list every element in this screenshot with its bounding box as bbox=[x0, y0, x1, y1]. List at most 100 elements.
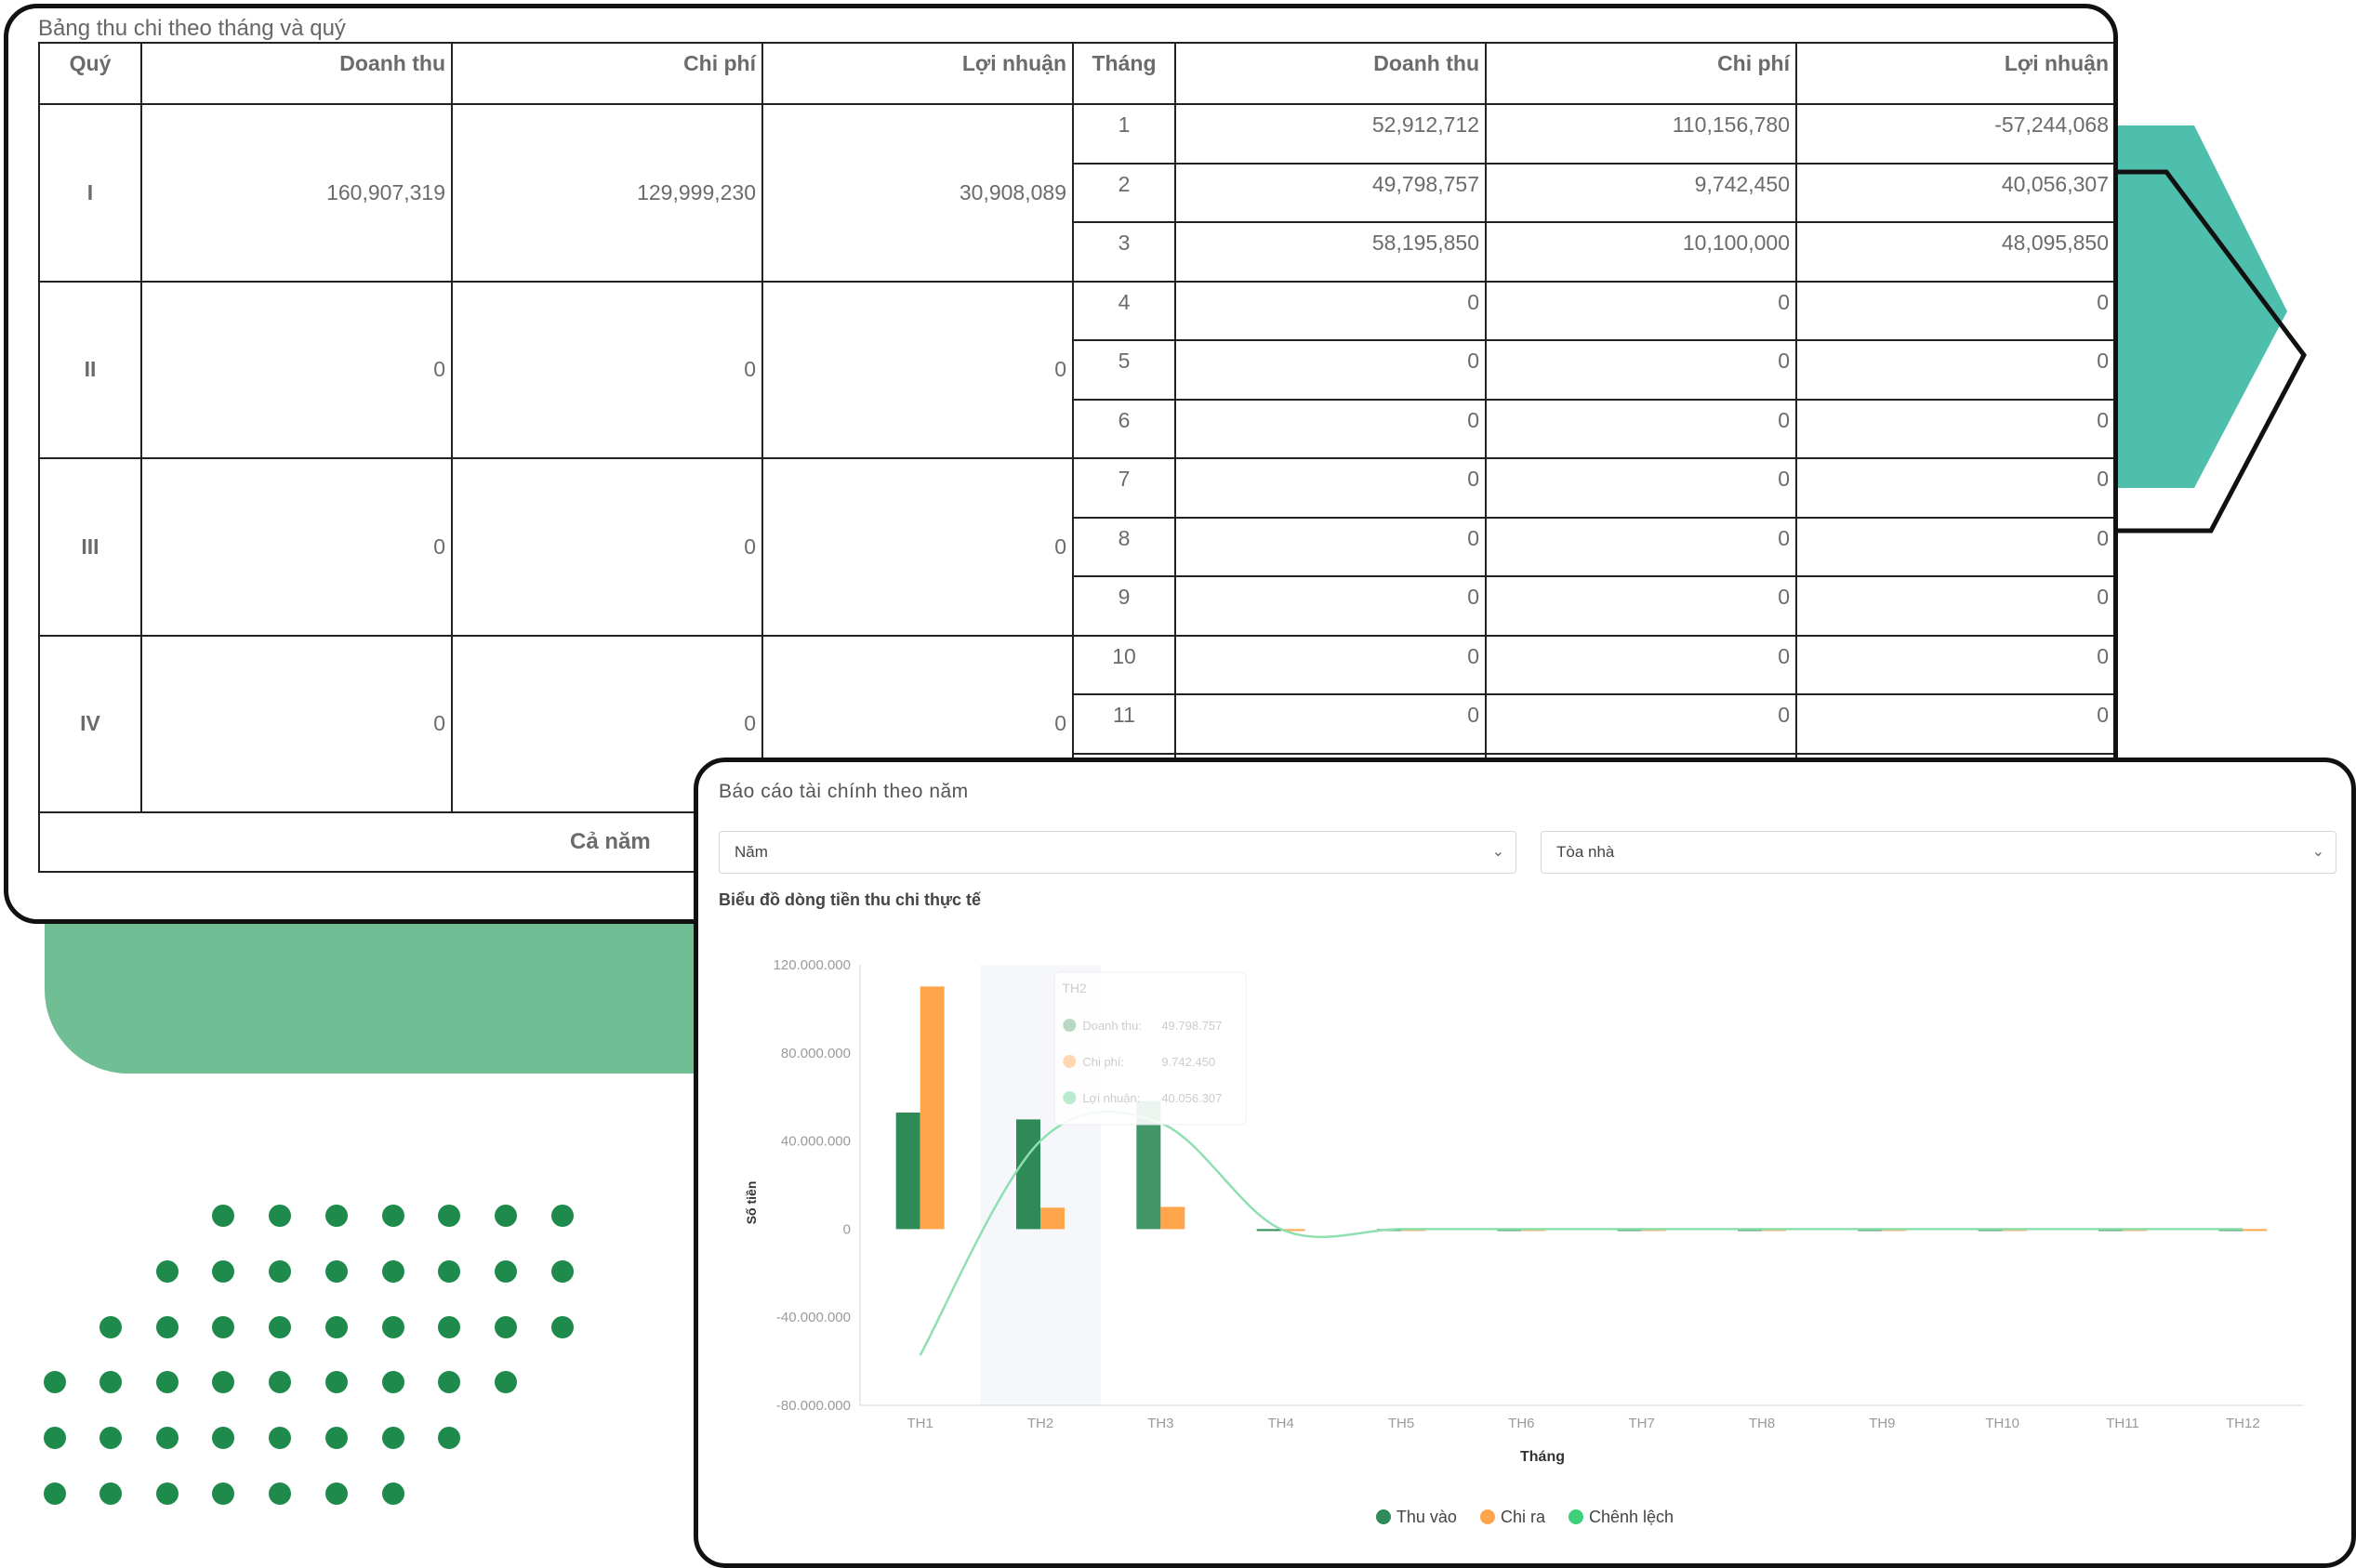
table-row: 6 0 0 0 bbox=[39, 398, 2113, 459]
decorative-dot bbox=[382, 1205, 404, 1227]
month-number: 6 bbox=[1072, 398, 1176, 459]
month-cost: 0 bbox=[1485, 516, 1797, 577]
table-header-row: Quý Doanh thu Chi phí Lợi nhuận Tháng Do… bbox=[38, 42, 2113, 105]
header-quarter-cost[interactable]: Chi phí bbox=[451, 42, 763, 105]
month-profit: 0 bbox=[1795, 634, 2113, 695]
month-revenue: 0 bbox=[1174, 516, 1487, 577]
month-cost: 10,100,000 bbox=[1485, 221, 1797, 283]
chevron-down-icon: ⌄ bbox=[2311, 844, 2324, 860]
decorative-dot bbox=[438, 1316, 460, 1338]
x-tick-label: TH3 bbox=[1147, 1416, 1173, 1431]
month-cost: 0 bbox=[1485, 339, 1797, 401]
legend-label: Chi ra bbox=[1500, 1508, 1545, 1526]
decorative-dot bbox=[325, 1260, 348, 1283]
month-revenue: 52,912,712 bbox=[1174, 103, 1487, 165]
decorative-dot bbox=[495, 1205, 517, 1227]
month-revenue: 0 bbox=[1174, 339, 1487, 401]
outline-chevron bbox=[2111, 169, 2307, 534]
month-profit: 0 bbox=[1795, 693, 2113, 755]
header-month-cost[interactable]: Chi phí bbox=[1485, 42, 1797, 105]
table-row: 8 0 0 0 bbox=[39, 516, 2113, 577]
decorative-dot bbox=[269, 1260, 291, 1283]
month-number: 11 bbox=[1072, 693, 1176, 755]
legend-item-diff[interactable]: Chênh lệch bbox=[1568, 1508, 1674, 1527]
decorative-dot bbox=[438, 1260, 460, 1283]
decorative-dot bbox=[495, 1260, 517, 1283]
month-cost: 0 bbox=[1485, 280, 1797, 341]
header-quarter-profit[interactable]: Lợi nhuận bbox=[761, 42, 1074, 105]
month-number: 7 bbox=[1072, 457, 1176, 519]
decorative-dot bbox=[438, 1427, 460, 1449]
month-cost: 9,742,450 bbox=[1485, 162, 1797, 223]
month-number: 3 bbox=[1072, 221, 1176, 283]
legend-label: Chênh lệch bbox=[1589, 1508, 1674, 1526]
month-number: 9 bbox=[1072, 575, 1176, 637]
month-cost: 0 bbox=[1485, 634, 1797, 695]
month-profit: 0 bbox=[1795, 457, 2113, 519]
tooltip-label: Chi phí: bbox=[1082, 1055, 1124, 1069]
month-cost: 0 bbox=[1485, 575, 1797, 637]
annual-financial-report-card: Báo cáo tài chính theo năm Năm ⌄ Tòa nhà… bbox=[694, 758, 2356, 1568]
bar-revenue bbox=[1016, 1119, 1040, 1230]
month-cost: 0 bbox=[1485, 693, 1797, 755]
y-tick-label: 40.000.000 bbox=[781, 1134, 851, 1150]
header-month[interactable]: Tháng bbox=[1072, 42, 1176, 105]
decorative-dot bbox=[325, 1316, 348, 1338]
decorative-dot bbox=[212, 1205, 234, 1227]
header-quarter[interactable]: Quý bbox=[38, 42, 142, 105]
month-revenue: 0 bbox=[1174, 280, 1487, 341]
decorative-dot bbox=[99, 1427, 122, 1449]
x-tick-label: TH2 bbox=[1027, 1416, 1053, 1431]
y-tick-label: 0 bbox=[843, 1221, 851, 1237]
header-quarter-revenue[interactable]: Doanh thu bbox=[140, 42, 453, 105]
month-profit: 48,095,850 bbox=[1795, 221, 2113, 283]
decorative-dot bbox=[99, 1316, 122, 1338]
legend-item-revenue[interactable]: Thu vào bbox=[1375, 1508, 1457, 1527]
year-select[interactable]: Năm ⌄ bbox=[719, 831, 1516, 874]
decorative-dot bbox=[99, 1482, 122, 1505]
chart-subtitle: Biểu đồ dòng tiền thu chi thực tế bbox=[719, 890, 982, 909]
month-cost: 110,156,780 bbox=[1485, 103, 1797, 165]
table-row: I 160,907,319 129,999,230 30,908,089 1 5… bbox=[38, 103, 2113, 283]
decorative-dot bbox=[156, 1260, 179, 1283]
decorative-dot bbox=[156, 1482, 179, 1505]
month-number: 5 bbox=[1072, 339, 1176, 401]
table-row: IV 0 0 0 10 0 0 0 bbox=[38, 634, 2113, 813]
tooltip-label: Lợi nhuận: bbox=[1082, 1091, 1140, 1105]
decorative-dot bbox=[495, 1371, 517, 1393]
decorative-dot bbox=[382, 1482, 404, 1505]
bar-cost bbox=[1040, 1207, 1065, 1230]
legend-item-cost[interactable]: Chi ra bbox=[1479, 1508, 1545, 1527]
bar-revenue bbox=[895, 1112, 920, 1230]
decorative-dot bbox=[44, 1371, 66, 1393]
month-revenue: 0 bbox=[1174, 398, 1487, 459]
header-month-profit[interactable]: Lợi nhuận bbox=[1795, 42, 2113, 105]
header-month-revenue[interactable]: Doanh thu bbox=[1174, 42, 1487, 105]
building-select[interactable]: Tòa nhà ⌄ bbox=[1541, 831, 2336, 874]
year-select-value: Năm bbox=[735, 843, 768, 861]
x-tick-label: TH6 bbox=[1508, 1416, 1534, 1431]
quarter-cost: 0 bbox=[451, 457, 763, 637]
finance-table: Quý Doanh thu Chi phí Lợi nhuận Tháng Do… bbox=[38, 42, 2113, 873]
decorative-dot bbox=[99, 1371, 122, 1393]
building-select-value: Tòa nhà bbox=[1556, 843, 1615, 861]
month-profit: 0 bbox=[1795, 516, 2113, 577]
tooltip-dot bbox=[1063, 1091, 1077, 1104]
month-cost: 0 bbox=[1485, 398, 1797, 459]
decorative-dot bbox=[438, 1205, 460, 1227]
table-row: 9 0 0 0 bbox=[39, 575, 2113, 637]
month-profit: 0 bbox=[1795, 575, 2113, 637]
month-revenue: 58,195,850 bbox=[1174, 221, 1487, 283]
quarter-name: IV bbox=[38, 634, 142, 813]
table-row: 2 49,798,757 9,742,450 40,056,307 bbox=[39, 162, 2113, 223]
decorative-dot bbox=[156, 1316, 179, 1338]
month-number: 10 bbox=[1072, 634, 1176, 695]
decorative-dot bbox=[382, 1427, 404, 1449]
tooltip-dot bbox=[1063, 1019, 1077, 1032]
decorative-dot bbox=[438, 1371, 460, 1393]
month-profit: -57,244,068 bbox=[1795, 103, 2113, 165]
tooltip-value: 40.056.307 bbox=[1161, 1091, 1222, 1105]
month-number: 4 bbox=[1072, 280, 1176, 341]
decorative-dot bbox=[325, 1482, 348, 1505]
x-tick-label: TH10 bbox=[1985, 1416, 2019, 1431]
